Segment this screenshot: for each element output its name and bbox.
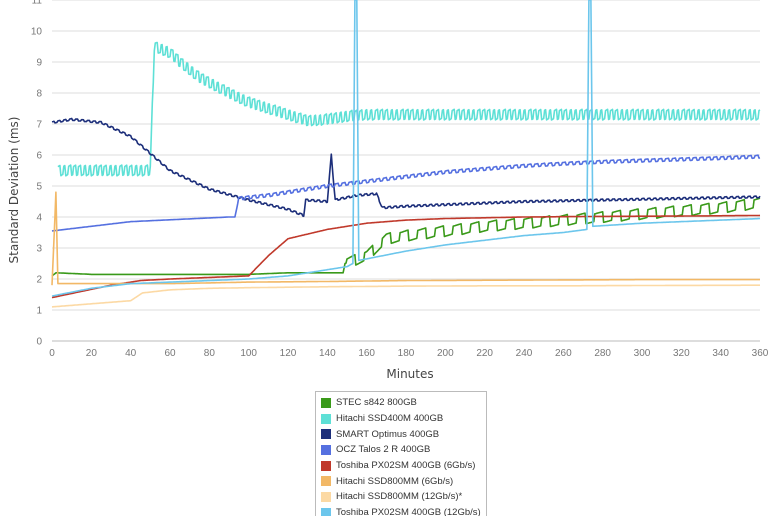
series-line-2 (52, 119, 760, 217)
legend-label: STEC s842 800GB (336, 397, 417, 408)
legend-swatch (321, 461, 331, 471)
x-tick-label: 60 (164, 348, 176, 359)
x-tick-label: 360 (752, 348, 769, 359)
y-tick-label: 1 (36, 306, 42, 317)
x-tick-label: 200 (437, 348, 454, 359)
y-tick-label: 11 (32, 0, 43, 7)
legend-item[interactable]: Hitachi SSD800MM (6Gb/s) (321, 473, 486, 489)
line-chart: 0 1 2 3 4 5 6 7 8 9 10 11 0 20 40 60 80 100 120 140 160 180 2… (0, 0, 780, 390)
x-tick-label: 100 (240, 348, 257, 359)
x-tick-label: 180 (398, 348, 415, 359)
legend-swatch (321, 476, 331, 486)
y-axis-ticks: 0 1 2 3 4 5 6 7 8 9 10 11 (31, 0, 43, 348)
x-tick-label: 80 (204, 348, 216, 359)
y-tick-label: 4 (36, 213, 42, 224)
x-tick-label: 40 (125, 348, 137, 359)
legend-label: Hitachi SSD800MM (12Gb/s)* (336, 491, 462, 502)
x-tick-label: 220 (476, 348, 493, 359)
series-line-0 (52, 198, 760, 276)
legend-label: Hitachi SSD400M 400GB (336, 413, 443, 424)
chart-legend: STEC s842 800GB Hitachi SSD400M 400GB SMAR… (315, 391, 487, 516)
legend-label: OCZ Talos 2 R 400GB (336, 444, 430, 455)
legend-item[interactable]: Hitachi SSD800MM (12Gb/s)* (321, 489, 486, 505)
y-tick-label: 8 (36, 89, 42, 100)
y-axis-title: Standard Deviation (ms) (7, 117, 21, 264)
y-tick-label: 10 (31, 27, 43, 38)
y-tick-label: 6 (36, 151, 42, 162)
x-tick-label: 300 (634, 348, 651, 359)
x-tick-label: 260 (555, 348, 572, 359)
x-axis-ticks: 0 20 40 60 80 100 120 140 160 180 200 220 240 260 280 3… (49, 348, 769, 359)
legend-swatch (321, 398, 331, 408)
legend-label: Hitachi SSD800MM (6Gb/s) (336, 476, 453, 487)
y-tick-label: 7 (36, 120, 42, 131)
legend-swatch (321, 508, 331, 516)
x-tick-label: 340 (712, 348, 729, 359)
legend-label: Toshiba PX02SM 400GB (6Gb/s) (336, 460, 475, 471)
y-tick-label: 2 (36, 275, 42, 286)
legend-label: SMART Optimus 400GB (336, 429, 439, 440)
legend-item[interactable]: SMART Optimus 400GB (321, 426, 486, 442)
series-line-7 (52, 0, 760, 296)
y-tick-label: 3 (36, 244, 42, 255)
x-tick-label: 320 (673, 348, 690, 359)
x-tick-label: 20 (86, 348, 98, 359)
x-tick-label: 140 (319, 348, 336, 359)
y-tick-label: 0 (36, 337, 42, 348)
x-axis-title: Minutes (386, 367, 433, 381)
x-tick-label: 160 (358, 348, 375, 359)
x-tick-label: 280 (594, 348, 611, 359)
y-tick-label: 9 (36, 58, 42, 69)
x-tick-label: 120 (280, 348, 297, 359)
legend-swatch (321, 429, 331, 439)
series-line-6 (52, 285, 760, 307)
legend-swatch (321, 445, 331, 455)
series-lines (52, 0, 760, 307)
legend-swatch (321, 414, 331, 424)
legend-item[interactable]: Toshiba PX02SM 400GB (6Gb/s) (321, 458, 486, 474)
legend-item[interactable]: Toshiba PX02SM 400GB (12Gb/s) (321, 505, 486, 516)
legend-item[interactable]: STEC s842 800GB (321, 395, 486, 411)
legend-label: Toshiba PX02SM 400GB (12Gb/s) (336, 507, 481, 516)
x-tick-label: 0 (49, 348, 55, 359)
legend-swatch (321, 492, 331, 502)
legend-item[interactable]: OCZ Talos 2 R 400GB (321, 442, 486, 458)
y-tick-label: 5 (36, 182, 42, 193)
x-tick-label: 240 (516, 348, 533, 359)
legend-item[interactable]: Hitachi SSD400M 400GB (321, 411, 486, 427)
